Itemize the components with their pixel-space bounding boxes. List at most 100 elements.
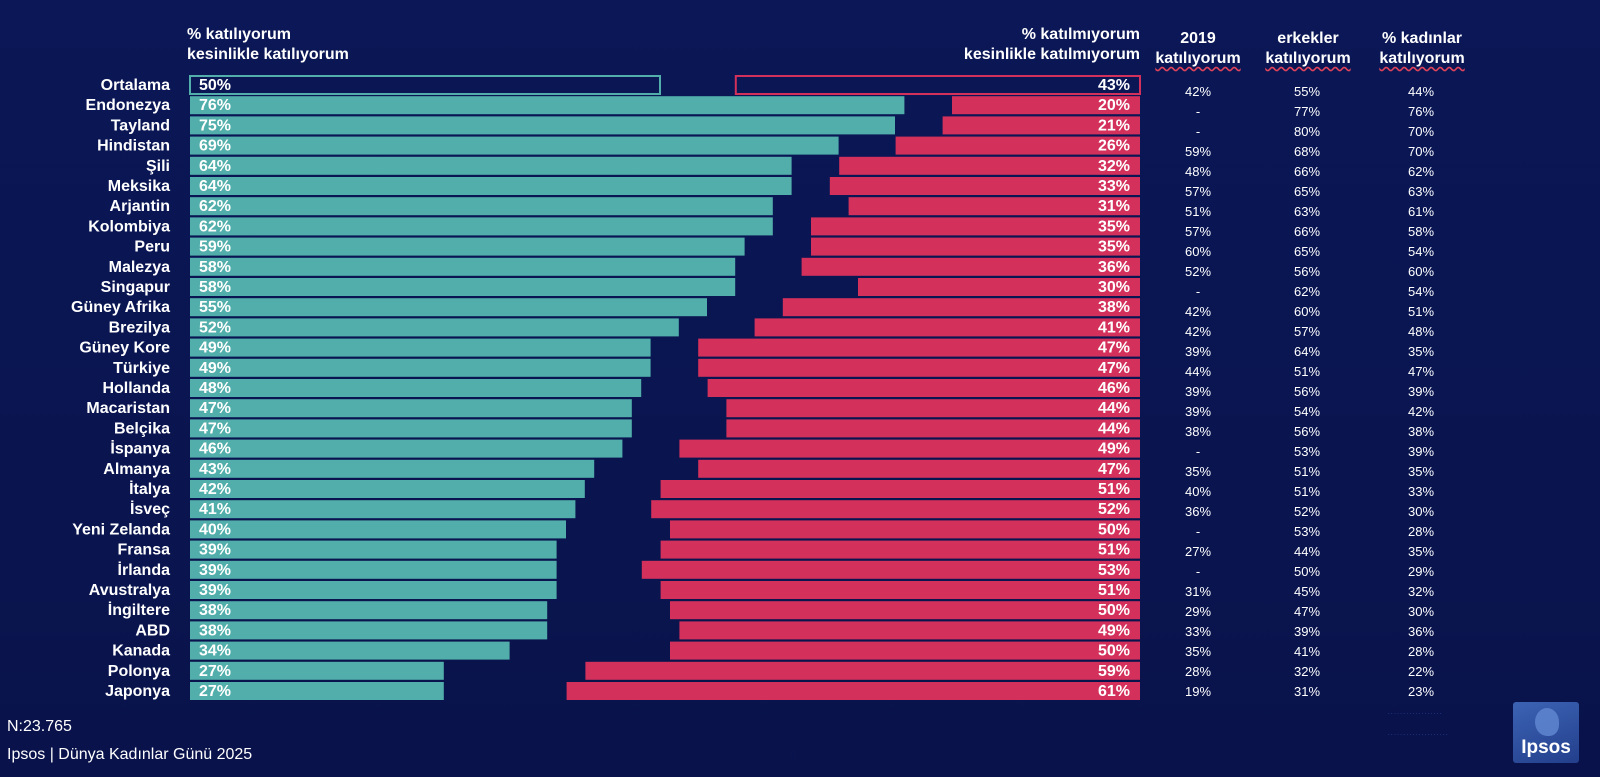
disagree-value-label: 47% (1098, 360, 1130, 377)
country-label: Malezya (109, 259, 170, 276)
disagree-value-label: 44% (1098, 420, 1130, 437)
country-label: Avustralya (89, 582, 170, 599)
table-cell-2019: - (1196, 124, 1200, 139)
country-label: İspanya (110, 440, 170, 458)
agree-bar (190, 177, 792, 195)
table-cell-women: 42% (1408, 404, 1434, 419)
table-cell-men: 66% (1294, 224, 1320, 239)
page-number: 9 (790, 748, 797, 762)
agree-bar (190, 560, 557, 579)
table-cell-women: 39% (1408, 444, 1434, 459)
table-cell-2019: 35% (1185, 464, 1211, 479)
country-label: Kanada (112, 643, 170, 660)
col-women-header: % kadınlar katılıyorum (1367, 29, 1477, 69)
disagree-bar (726, 419, 1140, 438)
disagree-header: % katılmıyorum kesinlikle katılmıyorum (880, 25, 1140, 65)
disagree-value-label: 44% (1098, 400, 1130, 417)
col-men-header-sub: katılıyorum (1265, 50, 1351, 67)
agree-bar (190, 197, 773, 216)
agree-header: % katılıyorum kesinlikle katılıyorum (187, 25, 349, 65)
agree-bar (190, 217, 773, 236)
agree-value-label: 49% (199, 340, 231, 357)
agree-value-label: 39% (199, 542, 231, 559)
country-label: Ortalama (101, 77, 170, 94)
disagree-value-label: 50% (1098, 602, 1130, 619)
agree-value-label: 39% (199, 582, 231, 599)
disagree-value-label: 47% (1098, 340, 1130, 357)
disagree-value-label: 35% (1098, 218, 1130, 235)
source-note: Ipsos | Dünya Kadınlar Günü 2025 (7, 746, 253, 763)
disagree-bar (651, 500, 1140, 519)
table-cell-2019: 59% (1185, 144, 1211, 159)
agree-value-label: 48% (199, 380, 231, 397)
disagree-bar (707, 379, 1140, 397)
table-cell-men: 56% (1294, 264, 1320, 279)
agree-bar (190, 96, 905, 115)
table-cell-women: 33% (1408, 484, 1434, 499)
table-cell-men: 80% (1294, 124, 1320, 139)
table-cell-men: 51% (1294, 364, 1320, 379)
table-cell-men: 60% (1294, 304, 1320, 319)
disagree-bar (829, 177, 1140, 195)
sample-size: N:23.765 (7, 718, 72, 735)
table-cell-2019: - (1196, 444, 1200, 459)
agree-bar (190, 358, 651, 377)
table-cell-women: 44% (1408, 84, 1434, 99)
country-label: Belçika (114, 420, 170, 437)
agree-value-label: 38% (199, 602, 231, 619)
disagree-value-label: 32% (1098, 158, 1130, 175)
agree-value-label: 49% (199, 360, 231, 377)
agree-bar (190, 338, 651, 357)
agree-bar (190, 500, 576, 519)
table-cell-women: 47% (1408, 364, 1434, 379)
table-cell-2019: 29% (1185, 604, 1211, 619)
agree-value-label: 47% (199, 420, 231, 437)
table-cell-women: 70% (1408, 124, 1434, 139)
table-cell-men: 44% (1294, 544, 1320, 559)
country-label: Meksika (108, 178, 170, 195)
disagree-header-line2: kesinlikle katılmıyorum (963, 46, 1140, 63)
table-cell-men: 51% (1294, 484, 1320, 499)
country-label: Arjantin (110, 198, 170, 215)
agree-value-label: 50% (199, 77, 231, 94)
agree-bar (189, 75, 661, 95)
table-cell-men: 45% (1294, 584, 1320, 599)
disagree-value-label: 47% (1098, 461, 1130, 478)
col-women-header-sub: katılıyorum (1379, 50, 1465, 67)
country-label: Japonya (105, 683, 170, 700)
disagree-value-label: 46% (1098, 380, 1130, 397)
agree-bar (190, 116, 895, 135)
table-cell-2019: 38% (1185, 424, 1211, 439)
table-cell-women: 48% (1408, 324, 1434, 339)
country-label: Tayland (111, 117, 170, 134)
agree-bar (190, 682, 444, 700)
country-label: Yeni Zelanda (72, 521, 170, 538)
table-cell-men: 77% (1294, 104, 1320, 119)
table-cell-women: 28% (1408, 644, 1434, 659)
col-men-header: erkekler katılıyorum (1253, 29, 1363, 69)
disagree-value-label: 41% (1098, 319, 1130, 336)
disagree-value-label: 61% (1098, 683, 1130, 700)
table-cell-women: 36% (1408, 624, 1434, 639)
table-cell-2019: 51% (1185, 204, 1211, 219)
disagree-bar (566, 682, 1140, 700)
country-label: ABD (135, 622, 170, 639)
table-cell-2019: 42% (1185, 304, 1211, 319)
agree-value-label: 43% (199, 461, 231, 478)
country-label: Güney Kore (79, 340, 170, 357)
agree-bar (190, 136, 839, 155)
disagree-value-label: 30% (1098, 279, 1130, 296)
agree-bar (190, 237, 745, 256)
disagree-value-label: 51% (1098, 481, 1130, 498)
table-cell-2019: 31% (1185, 584, 1211, 599)
table-cell-women: 61% (1408, 204, 1434, 219)
disagree-bar (660, 540, 1140, 559)
disagree-value-label: 26% (1098, 138, 1130, 155)
country-label: İngiltere (108, 601, 170, 619)
disagree-value-label: 43% (1098, 77, 1130, 94)
table-cell-women: 28% (1408, 524, 1434, 539)
table-cell-men: 32% (1294, 664, 1320, 679)
disagree-bar (895, 136, 1140, 155)
col-2019-header-top: 2019 (1180, 30, 1216, 47)
